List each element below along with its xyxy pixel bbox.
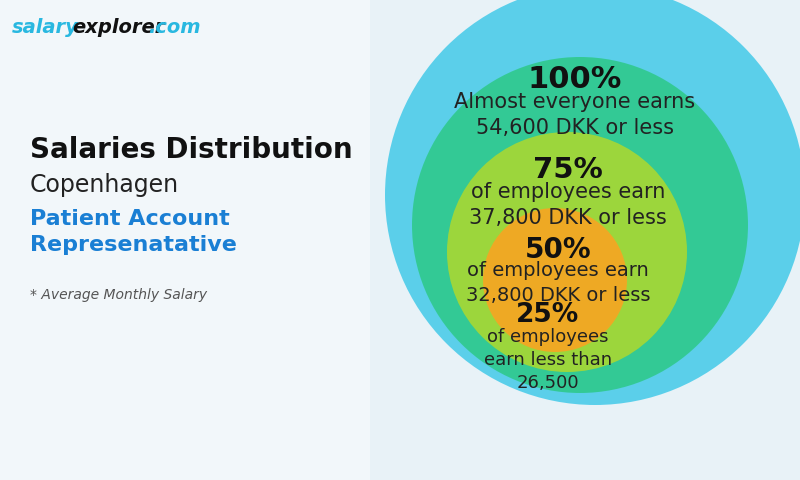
Text: 100%: 100%: [528, 65, 622, 95]
Circle shape: [412, 57, 748, 393]
Text: of employees
earn less than
26,500: of employees earn less than 26,500: [484, 328, 612, 392]
Text: explorer: explorer: [72, 18, 164, 37]
Text: Patient Account
Represenatative: Patient Account Represenatative: [30, 209, 237, 255]
Text: of employees earn
32,800 DKK or less: of employees earn 32,800 DKK or less: [466, 262, 650, 305]
Text: Copenhagen: Copenhagen: [30, 173, 179, 197]
Circle shape: [483, 208, 627, 352]
Text: Almost everyone earns
54,600 DKK or less: Almost everyone earns 54,600 DKK or less: [454, 92, 695, 138]
Circle shape: [385, 0, 800, 405]
Bar: [0, 0, 370, 480]
Text: .com: .com: [148, 18, 201, 37]
Text: * Average Monthly Salary: * Average Monthly Salary: [30, 288, 207, 302]
Circle shape: [447, 132, 687, 372]
Text: Salaries Distribution: Salaries Distribution: [30, 136, 353, 164]
Text: 75%: 75%: [533, 156, 603, 184]
Text: 25%: 25%: [516, 302, 580, 328]
Text: 50%: 50%: [525, 236, 591, 264]
Text: salary: salary: [12, 18, 79, 37]
Text: of employees earn
37,800 DKK or less: of employees earn 37,800 DKK or less: [469, 182, 667, 228]
